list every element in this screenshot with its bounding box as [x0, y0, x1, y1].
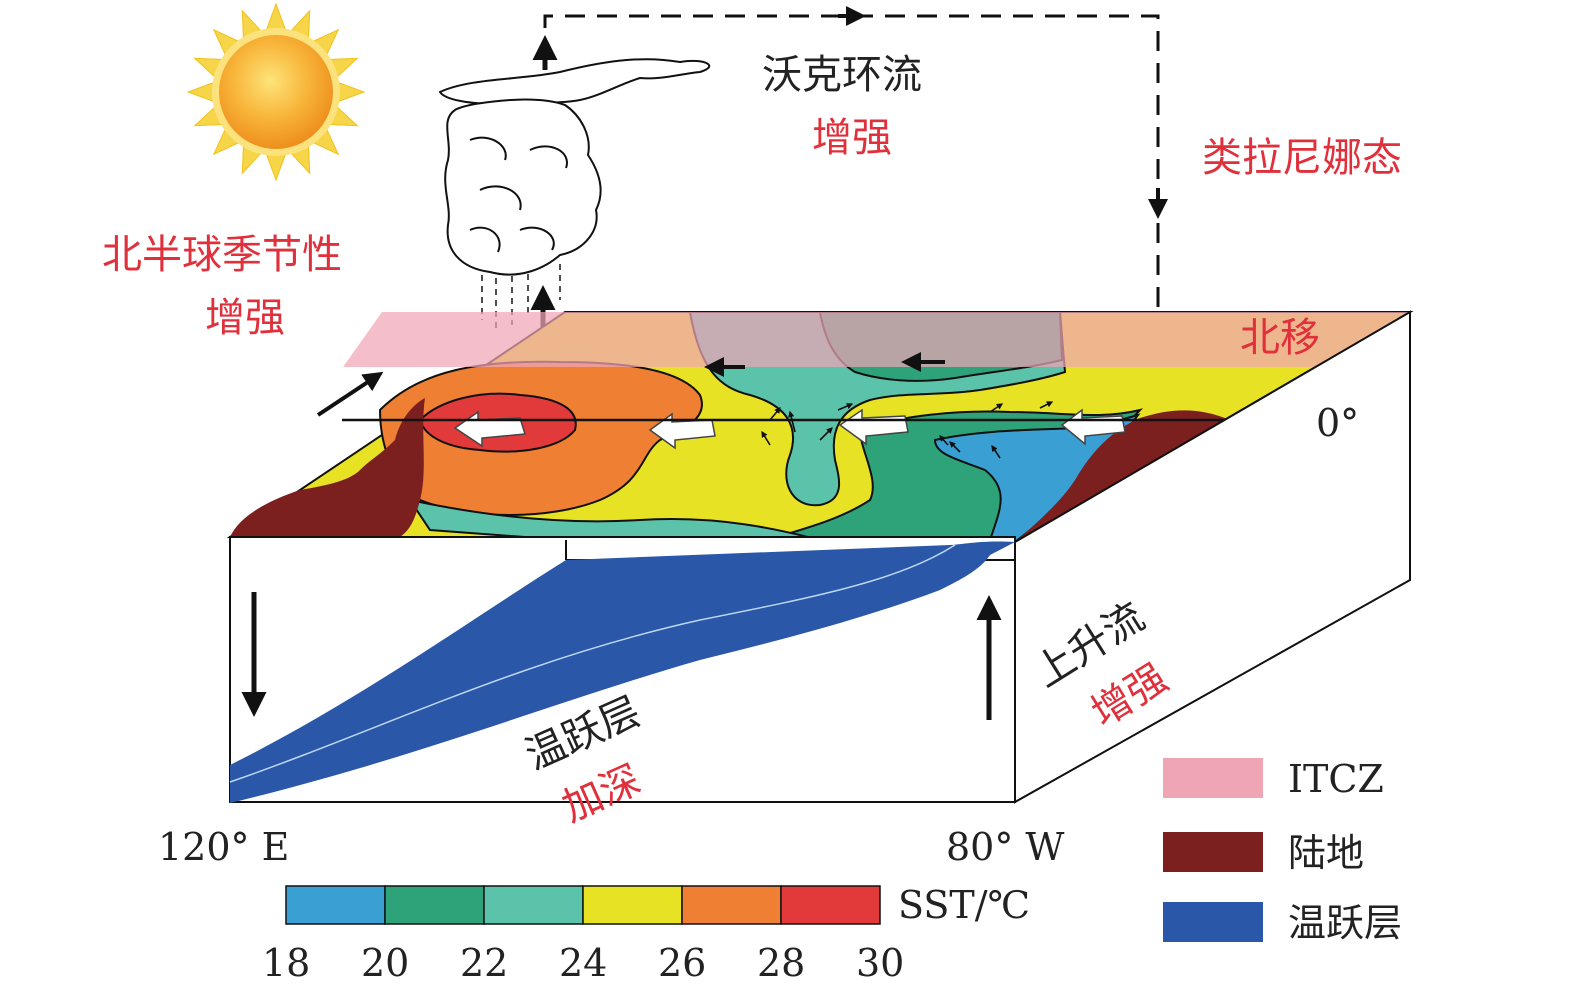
- seasonality-change-label: 增强: [205, 295, 285, 341]
- east-longitude-label: 80° W: [946, 825, 1065, 869]
- legend-label-land: 陆地: [1288, 831, 1365, 875]
- convective-cloud-icon: [438, 58, 711, 276]
- land-west: [230, 398, 425, 537]
- colorbar-tick-label: 22: [460, 941, 509, 985]
- thermocline-center-line: [229, 544, 956, 783]
- sst-surface: [226, 311, 1414, 544]
- colorbar-segment: [681, 885, 782, 925]
- legend-swatch: [1163, 758, 1263, 798]
- legend-label-thermocline: 温跃层: [1288, 901, 1403, 945]
- colorbar-segment: [285, 885, 386, 925]
- colorbar-segment: [780, 885, 881, 925]
- colorbar-tick-label: 30: [856, 941, 905, 985]
- sun-ray: [265, 2, 287, 32]
- sst-colorbar: [285, 885, 881, 925]
- seasonality-label: 北半球季节性: [102, 232, 342, 278]
- small-current-arrows: [761, 401, 1054, 459]
- colorbar-segment: [384, 885, 485, 925]
- legend-swatch: [1163, 902, 1263, 942]
- legend-swatch: [1163, 832, 1263, 872]
- sun-icon: [186, 2, 366, 182]
- sun-ray: [186, 81, 216, 103]
- colorbar-tick-label: 20: [361, 941, 410, 985]
- walker-circulation-label: 沃克环流: [762, 52, 922, 98]
- west-longitude-label: 120° E: [158, 825, 290, 869]
- itcz-band: [343, 312, 1410, 367]
- legend-swatches: [1163, 758, 1263, 942]
- colorbar-segment: [582, 885, 683, 925]
- sun-ray: [265, 152, 287, 182]
- legend-label-itcz: ITCZ: [1288, 757, 1384, 801]
- itcz-shift-label: 北移: [1240, 315, 1320, 361]
- colorbar-tick-label: 18: [262, 941, 311, 985]
- colorbar-segment: [483, 885, 584, 925]
- sun-ray: [336, 81, 366, 103]
- colorbar-tick-label: 28: [757, 941, 806, 985]
- land-east-front: [1015, 410, 1230, 542]
- colorbar-title: SST/℃: [898, 883, 1031, 927]
- colorbar-tick-label: 24: [559, 941, 608, 985]
- la-nina-label: 类拉尼娜态: [1202, 135, 1402, 181]
- walker-change-label: 增强: [812, 115, 892, 161]
- equator-label: 0°: [1316, 401, 1360, 445]
- itcz-shift-arrow: [316, 371, 384, 417]
- colorbar-tick-label: 26: [658, 941, 707, 985]
- thermocline-layer: [230, 541, 1015, 803]
